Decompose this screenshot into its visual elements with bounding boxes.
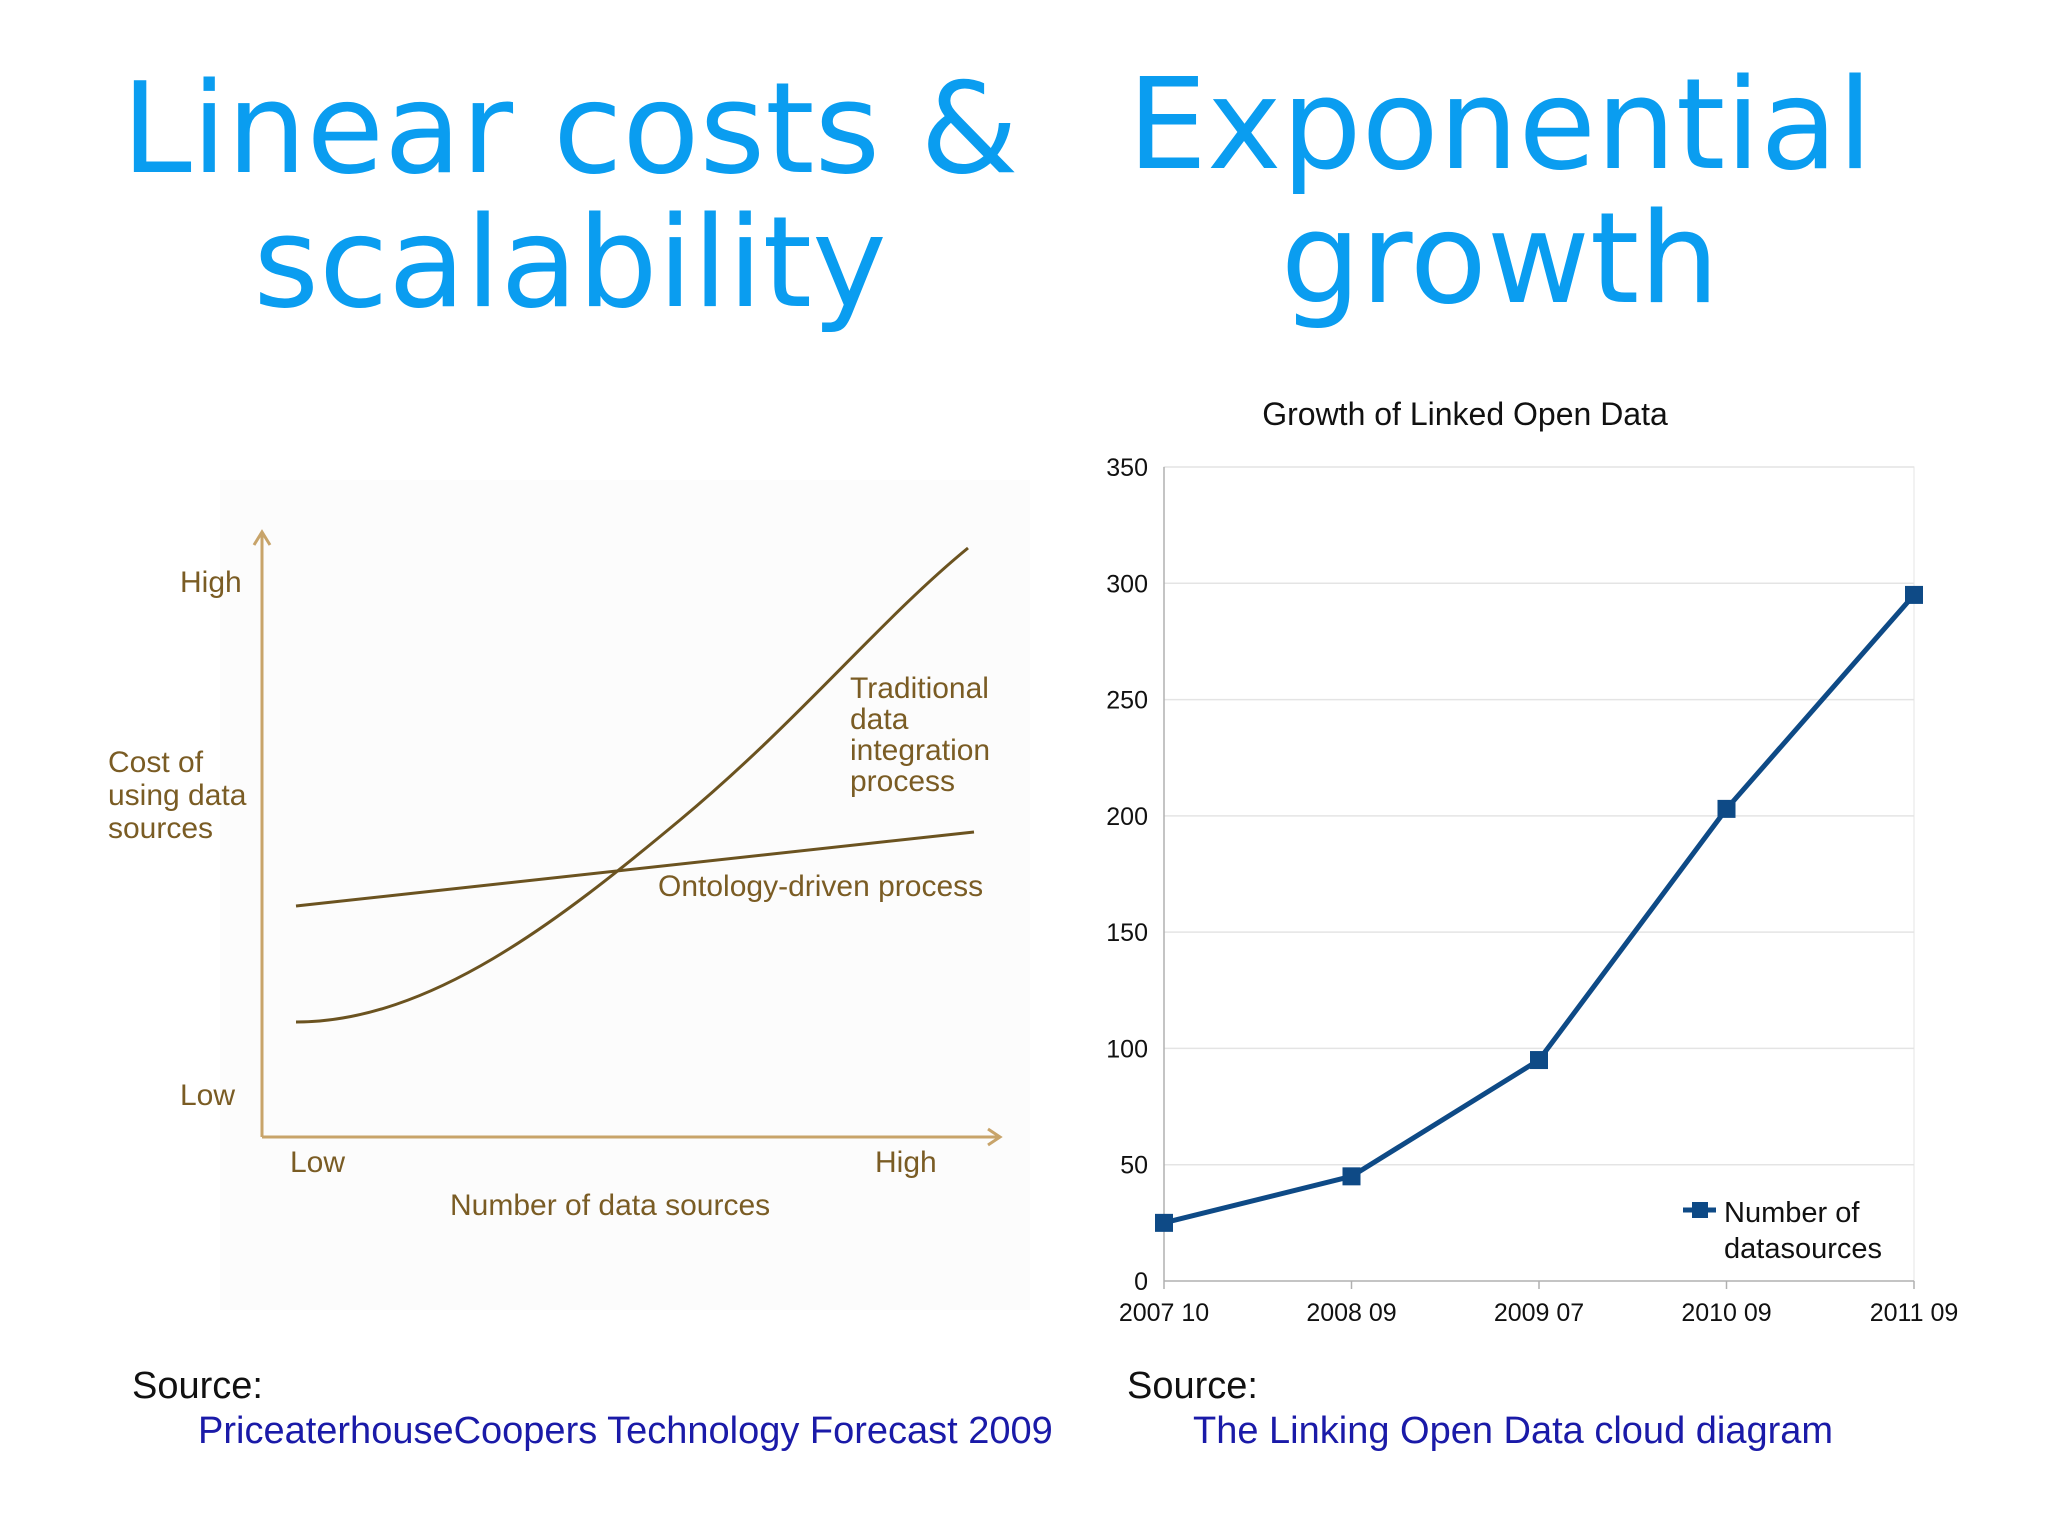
plot-area [1163,466,1915,1282]
y-tick-label: 0 [1134,1268,1148,1296]
y-tick-label: 350 [1106,454,1148,482]
data-point [1717,799,1736,818]
data-point [1905,585,1923,604]
x-tick-low: Low [290,1146,345,1179]
legend-label-line2: datasources [1724,1233,1882,1265]
y-tick-label: 100 [1106,1035,1148,1063]
y-tick-low: Low [180,1079,235,1112]
y-tick-label: 150 [1106,919,1148,947]
y-tick-high: High [180,566,242,599]
y-tick-label: 200 [1106,803,1148,831]
x-axis-arrow [987,1127,1003,1147]
right-source-link[interactable]: The Linking Open Data cloud diagram [1193,1410,1834,1452]
y-tick-label: 50 [1120,1152,1148,1180]
traditional-process-curve [295,546,969,1024]
y-tick-label: 300 [1106,570,1148,598]
x-axis-label: Number of data sources [450,1189,770,1222]
x-tick-label: 2007 10 [1119,1299,1209,1327]
left-source-link[interactable]: PriceaterhouseCoopers Technology Forecas… [198,1410,1053,1452]
legend-label-line1: Number of [1724,1197,1860,1229]
y-axis-arrow [252,529,272,546]
x-tick-label: 2009 07 [1494,1299,1584,1327]
cost-chart-background [220,480,1030,1310]
ontology-process-label: Ontology-driven process [658,870,983,903]
left-slide-title: Linear costs & scalability [121,55,1019,336]
legend-marker [1692,1202,1708,1218]
traditional-process-label: Traditional data integration process [850,672,990,798]
right-source-label: Source: [1127,1365,1258,1407]
x-tick-label: 2011 09 [1870,1299,1959,1327]
data-point [1530,1051,1548,1070]
chart-title: Growth of Linked Open Data [1262,396,1668,432]
y-tick-label: 250 [1106,687,1148,715]
ontology-process-line [295,830,975,908]
right-slide-title: Exponential growth [1127,51,1873,332]
x-tick-label: 2010 09 [1681,1299,1771,1327]
x-tick-high: High [875,1146,937,1179]
y-axis-label: Cost of using data sources [108,746,247,845]
data-point [1155,1213,1173,1232]
data-point [1342,1167,1361,1186]
left-source-label: Source: [132,1365,263,1407]
x-tick-label: 2008 09 [1306,1299,1396,1327]
